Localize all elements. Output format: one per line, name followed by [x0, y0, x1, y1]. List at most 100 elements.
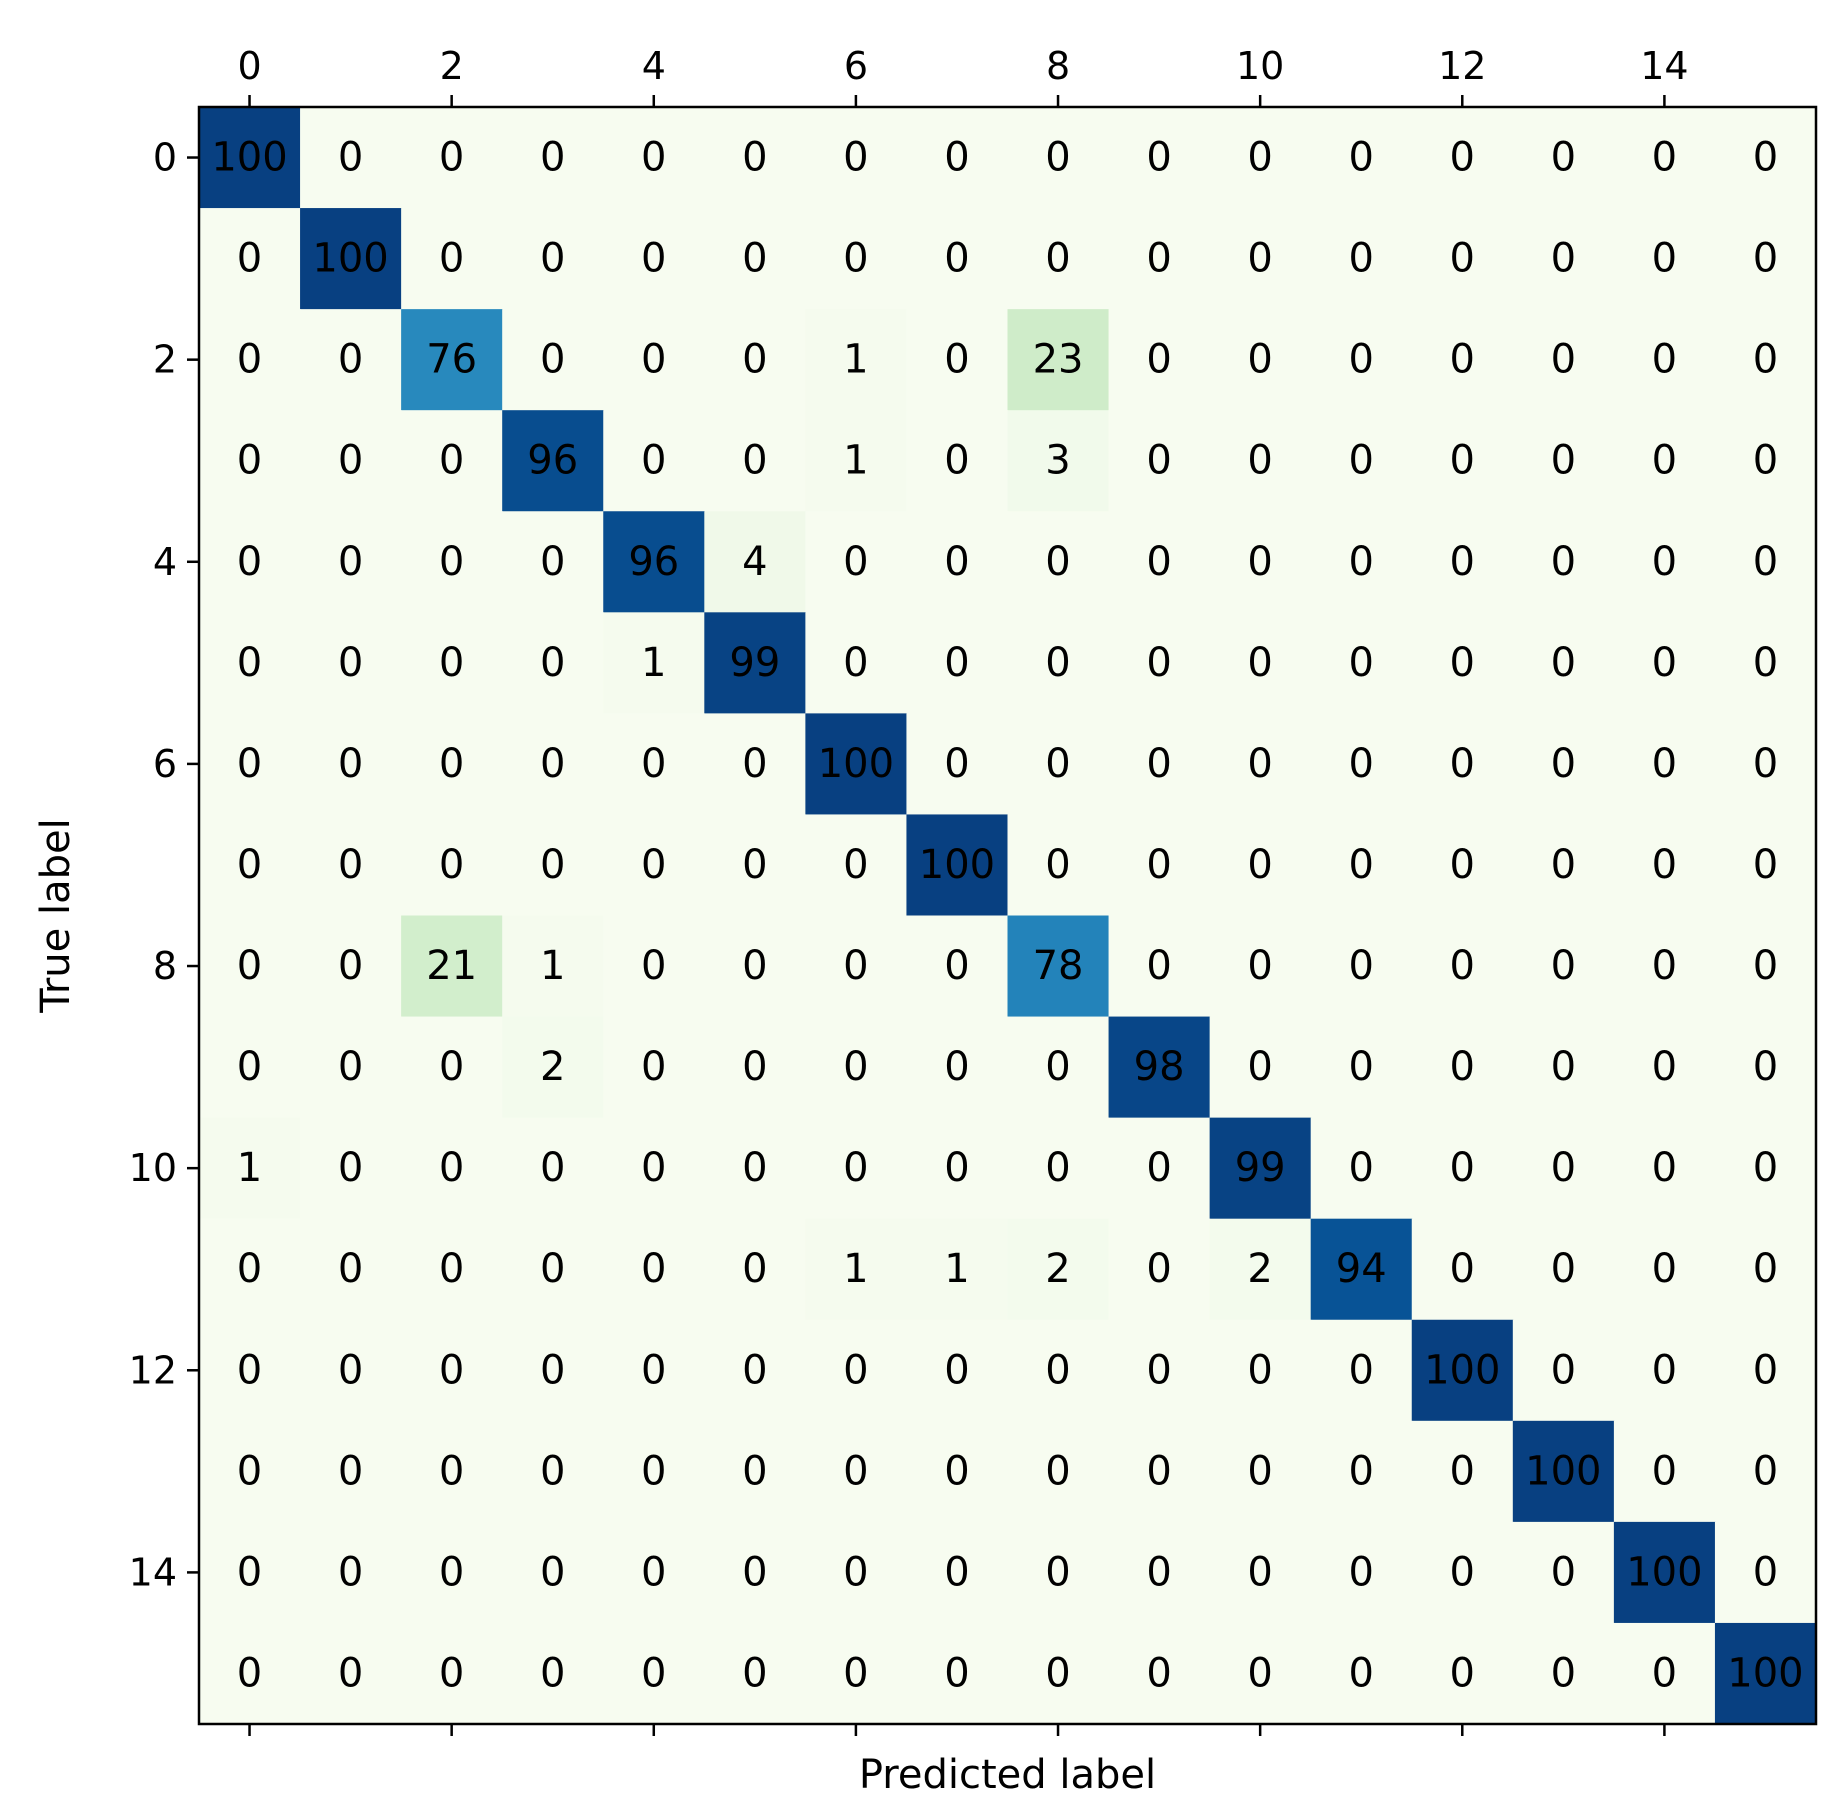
heatmap-cell-r9-c7 [906, 1016, 1009, 1119]
heatmap-cell-r2-c6 [805, 309, 908, 411]
cell-value-r10-c9: 0 [1146, 1145, 1171, 1191]
cell-value-r14-c11: 0 [1348, 1549, 1373, 1595]
cell-value-r5-c0: 0 [237, 640, 262, 686]
cell-value-r11-c1: 0 [338, 1246, 363, 1292]
cell-value-r3-c2: 0 [439, 438, 464, 484]
cell-value-r0-c10: 0 [1247, 135, 1272, 181]
cell-value-r8-c4: 0 [641, 943, 666, 989]
heatmap-cell-r7-c6 [805, 814, 908, 917]
heatmap-cell-r12-c6 [805, 1319, 908, 1422]
cell-value-r7-c6: 0 [843, 842, 868, 888]
cell-value-r9-c10: 0 [1247, 1044, 1272, 1090]
heatmap-cell-r0-c8 [1007, 107, 1110, 209]
cell-value-r15-c7: 0 [944, 1650, 969, 1696]
heatmap-cell-r4-c1 [300, 511, 402, 613]
heatmap-cell-r14-c14 [1613, 1521, 1716, 1624]
cell-value-r10-c6: 0 [843, 1145, 868, 1191]
heatmap-cell-r6-c2 [401, 713, 503, 816]
cell-value-r1-c12: 0 [1450, 236, 1475, 282]
cell-value-r1-c10: 0 [1247, 236, 1272, 282]
heatmap-cell-r14-c7 [906, 1521, 1009, 1624]
heatmap-cell-r12-c10 [1209, 1319, 1312, 1422]
heatmap-cell-r10-c4 [603, 1117, 705, 1220]
heatmap-cell-r1-c12 [1411, 208, 1514, 310]
heatmap-cell-r11-c6 [805, 1218, 908, 1321]
heatmap-cell-r12-c0 [199, 1319, 301, 1422]
heatmap-cell-r5-c0 [199, 612, 301, 714]
heatmap-cell-r15-c15 [1714, 1622, 1817, 1725]
heatmap-cell-r0-c3 [502, 107, 604, 209]
heatmap-cell-r1-c0 [199, 208, 301, 310]
cell-value-r1-c3: 0 [540, 236, 565, 282]
x-tick-label-8: 8 [1046, 44, 1070, 88]
heatmap-cell-r11-c1 [300, 1218, 402, 1321]
heatmap-cell-r9-c0 [199, 1016, 301, 1119]
heatmap-cell-r5-c8 [1007, 612, 1110, 714]
x-tick-label-0: 0 [237, 44, 261, 88]
y-tick-label-6: 6 [153, 742, 177, 786]
cell-value-r5-c7: 0 [944, 640, 969, 686]
heatmap-cell-r3-c12 [1411, 410, 1514, 512]
heatmap-cell-r6-c6 [805, 713, 908, 816]
cell-value-r12-c4: 0 [641, 1347, 666, 1393]
heatmap-cell-r11-c15 [1714, 1218, 1817, 1321]
cell-value-r15-c2: 0 [439, 1650, 464, 1696]
heatmap-cell-r9-c10 [1209, 1016, 1312, 1119]
cell-value-r13-c0: 0 [237, 1448, 262, 1494]
cell-value-r14-c0: 0 [237, 1549, 262, 1595]
heatmap-cell-r0-c9 [1108, 107, 1211, 209]
heatmap-cell-r10-c5 [704, 1117, 806, 1220]
heatmap-cell-r13-c9 [1108, 1420, 1211, 1523]
cell-value-r8-c15: 0 [1753, 943, 1778, 989]
heatmap-cell-r7-c10 [1209, 814, 1312, 917]
cell-value-r13-c1: 0 [338, 1448, 363, 1494]
heatmap-cell-r6-c12 [1411, 713, 1514, 816]
cell-value-r12-c3: 0 [540, 1347, 565, 1393]
cell-value-r1-c1: 100 [312, 236, 388, 282]
cell-value-r15-c4: 0 [641, 1650, 666, 1696]
cell-value-r10-c15: 0 [1753, 1145, 1778, 1191]
cell-value-r3-c3: 96 [527, 438, 578, 484]
heatmap-cell-r8-c3 [502, 915, 604, 1018]
heatmap-cell-r0-c4 [603, 107, 705, 209]
cell-value-r2-c3: 0 [540, 337, 565, 383]
cell-value-r6-c4: 0 [641, 741, 666, 787]
heatmap-cell-r0-c13 [1512, 107, 1615, 209]
cell-value-r7-c12: 0 [1450, 842, 1475, 888]
heatmap-cell-r8-c12 [1411, 915, 1514, 1018]
heatmap-cell-r1-c11 [1310, 208, 1413, 310]
cell-value-r15-c14: 0 [1652, 1650, 1677, 1696]
cell-value-r3-c10: 0 [1247, 438, 1272, 484]
cell-value-r8-c6: 0 [843, 943, 868, 989]
y-tick-label-14: 14 [129, 1550, 177, 1594]
cell-value-r8-c7: 0 [944, 943, 969, 989]
heatmap-cell-r10-c13 [1512, 1117, 1615, 1220]
heatmap-cell-r2-c11 [1310, 309, 1413, 411]
cell-value-r15-c1: 0 [338, 1650, 363, 1696]
y-tick-label-4: 4 [153, 540, 177, 584]
heatmap-cell-r13-c2 [401, 1420, 503, 1523]
heatmap-cell-r8-c0 [199, 915, 301, 1018]
cell-value-r12-c10: 0 [1247, 1347, 1272, 1393]
cell-value-r4-c5: 4 [742, 539, 767, 585]
heatmap-cell-r3-c7 [906, 410, 1009, 512]
heatmap-cell-r15-c6 [805, 1622, 908, 1725]
heatmap-cell-r6-c4 [603, 713, 705, 816]
heatmap-cell-r11-c7 [906, 1218, 1009, 1321]
heatmap-cell-r6-c8 [1007, 713, 1110, 816]
heatmap-cell-r7-c14 [1613, 814, 1716, 917]
cell-value-r13-c10: 0 [1247, 1448, 1272, 1494]
heatmap-cell-r2-c5 [704, 309, 806, 411]
cell-value-r14-c15: 0 [1753, 1549, 1778, 1595]
heatmap-cell-r10-c8 [1007, 1117, 1110, 1220]
cell-value-r4-c6: 0 [843, 539, 868, 585]
heatmap-cell-r6-c9 [1108, 713, 1211, 816]
cell-value-r7-c8: 0 [1045, 842, 1070, 888]
heatmap-cell-r2-c9 [1108, 309, 1211, 411]
heatmap-cell-r8-c10 [1209, 915, 1312, 1018]
heatmap-cell-r11-c10 [1209, 1218, 1312, 1321]
y-axis-label: True label [33, 818, 79, 1013]
heatmap-cell-r12-c14 [1613, 1319, 1716, 1422]
heatmap-cell-r15-c12 [1411, 1622, 1514, 1725]
heatmap-cell-r9-c1 [300, 1016, 402, 1119]
